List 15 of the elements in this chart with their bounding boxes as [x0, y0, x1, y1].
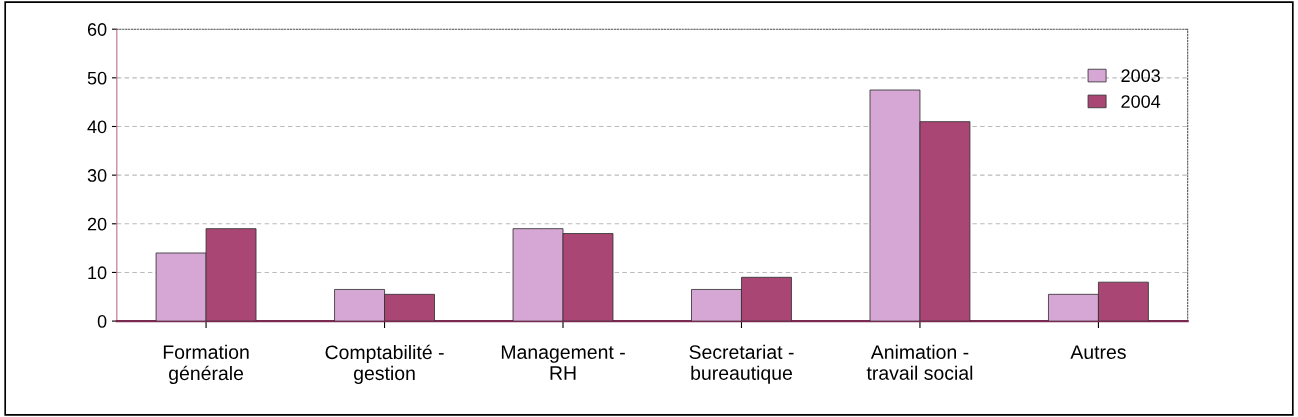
y-tick-label: 50: [87, 71, 107, 85]
x-tick-label: Autres: [1070, 345, 1126, 359]
y-tick-label: 0: [97, 315, 107, 328]
x-tick-label: Animation - travail social: [866, 344, 973, 380]
y-tick-label: 30: [87, 169, 107, 182]
x-tick-label: Formation générale: [163, 344, 249, 385]
x-tick-label: Comptabilité - gestion: [325, 344, 444, 384]
x-tick-label: Secretariat - bureautique: [689, 344, 794, 384]
legend-label: 2004: [1121, 95, 1161, 108]
y-tick-label: 10: [88, 266, 107, 280]
y-tick-label: 60: [87, 23, 107, 36]
y-tick-label: 40: [87, 120, 107, 134]
x-tick-label: Management - RH: [501, 345, 625, 380]
y-tick-label: 20: [87, 217, 107, 231]
legend-label: 2003: [1121, 69, 1160, 83]
